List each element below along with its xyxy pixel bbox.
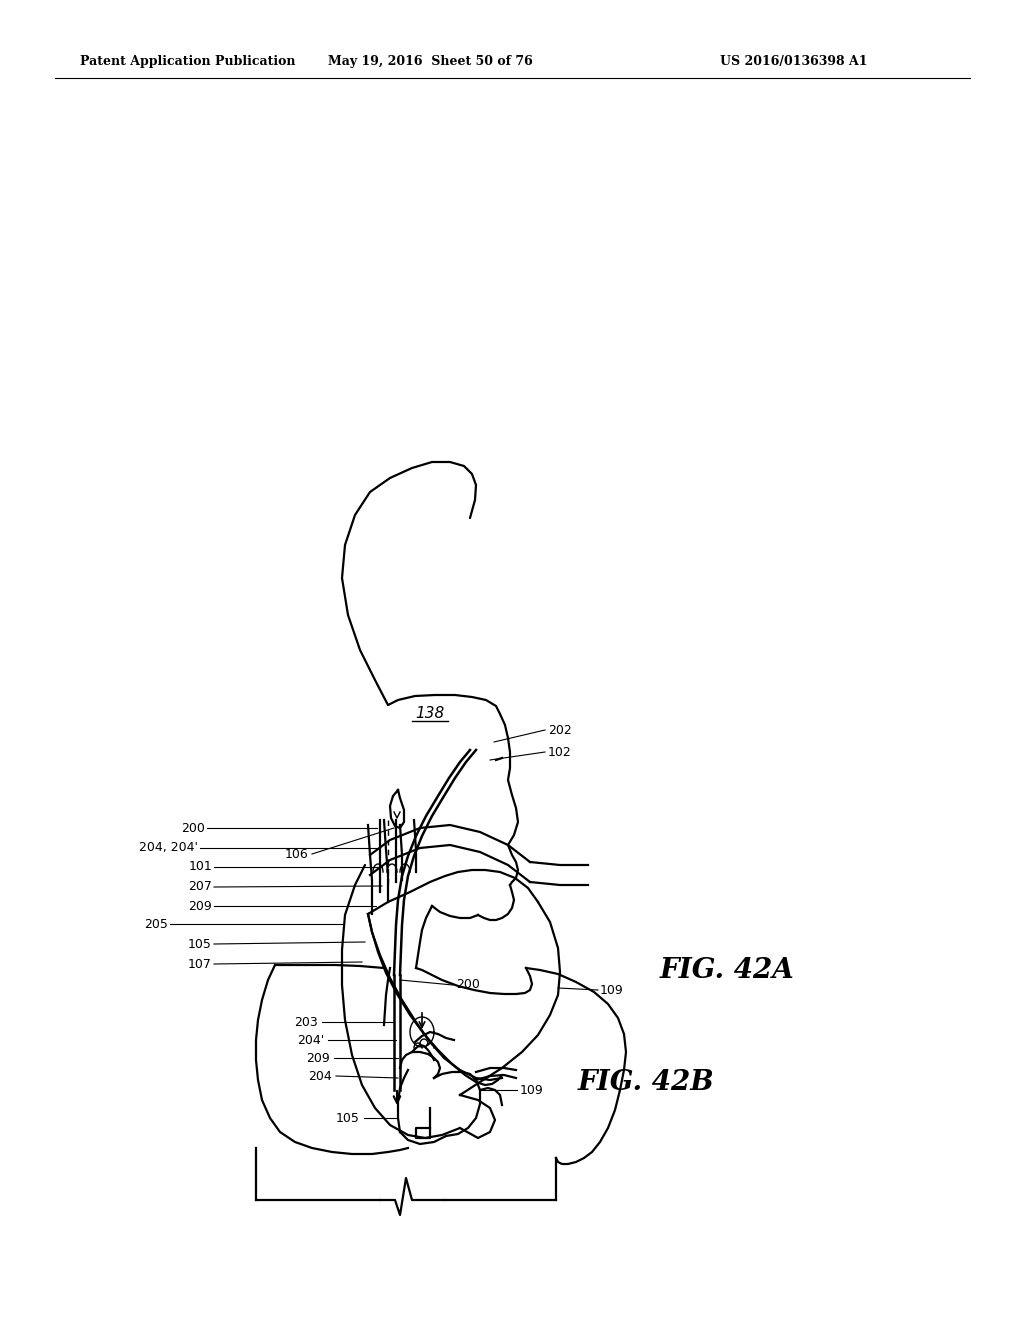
Text: 106: 106 xyxy=(285,847,308,861)
Text: 138: 138 xyxy=(416,706,444,722)
Text: FIG. 42B: FIG. 42B xyxy=(578,1068,715,1096)
Text: FIG. 42A: FIG. 42A xyxy=(660,957,795,983)
Text: 202: 202 xyxy=(548,723,571,737)
Text: 200: 200 xyxy=(456,978,480,991)
Text: 204: 204 xyxy=(308,1069,332,1082)
Text: 102: 102 xyxy=(548,746,571,759)
Text: 105: 105 xyxy=(188,937,212,950)
Text: Patent Application Publication: Patent Application Publication xyxy=(80,55,296,69)
Text: 101: 101 xyxy=(188,861,212,874)
Text: 209: 209 xyxy=(306,1052,330,1064)
Text: May 19, 2016  Sheet 50 of 76: May 19, 2016 Sheet 50 of 76 xyxy=(328,55,532,69)
Text: 204, 204': 204, 204' xyxy=(139,842,198,854)
Text: 105: 105 xyxy=(336,1111,360,1125)
Text: 200: 200 xyxy=(181,821,205,834)
Text: 207: 207 xyxy=(188,880,212,894)
Text: US 2016/0136398 A1: US 2016/0136398 A1 xyxy=(720,55,867,69)
Text: 209: 209 xyxy=(188,899,212,912)
Text: 109: 109 xyxy=(520,1084,544,1097)
Text: 107: 107 xyxy=(188,957,212,970)
Text: 109: 109 xyxy=(600,983,624,997)
Text: 204': 204' xyxy=(297,1034,324,1047)
Text: 205: 205 xyxy=(144,917,168,931)
Text: 203: 203 xyxy=(294,1015,318,1028)
